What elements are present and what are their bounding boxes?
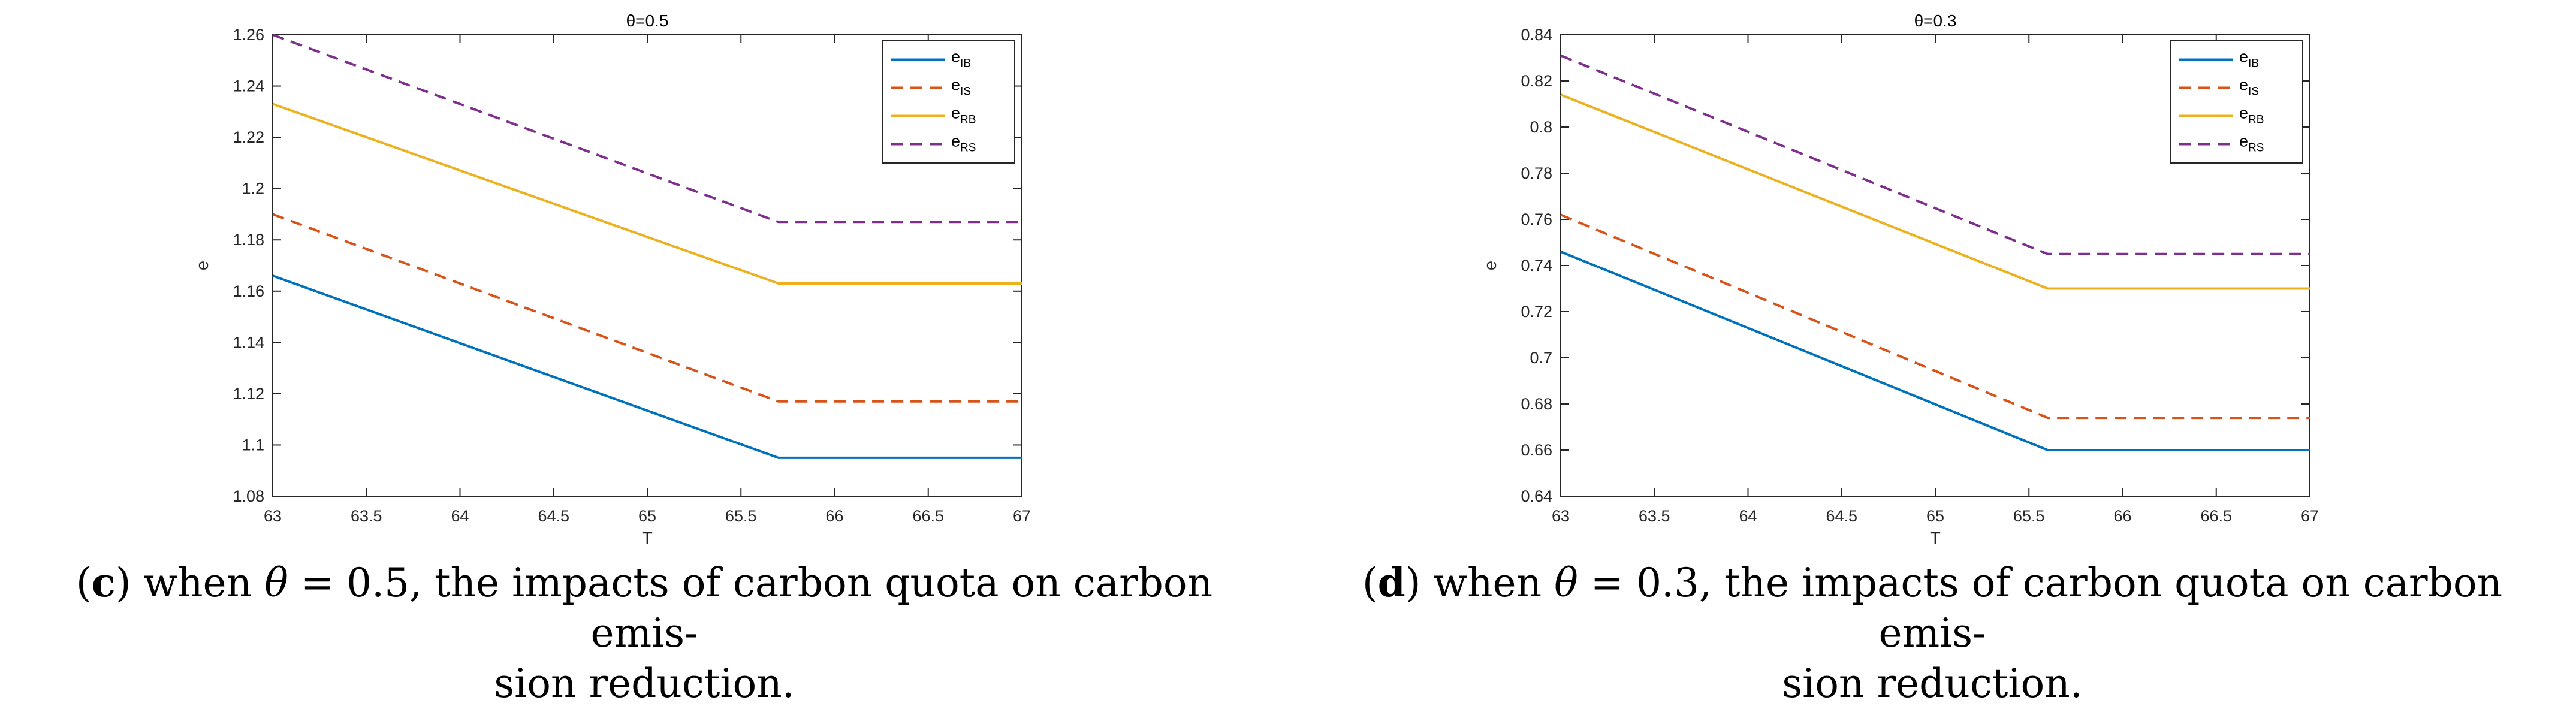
legend-label-main: e — [2239, 48, 2248, 66]
legend-box — [882, 40, 1015, 164]
caption-c: (c) when θ = 0.5, the impacts of carbon … — [76, 559, 1213, 707]
chart-panel-d: 63 63.5 64 64.5 65 65.5 66 66.5 67 0.64 0.66 0.68 0.… — [1288, 0, 2576, 707]
y-tick-label: 0.84 — [1521, 26, 1552, 44]
legend-label-rb: eRB — [951, 104, 976, 126]
x-tick-label: 64.5 — [1826, 507, 1857, 525]
y-tick-label: 0.64 — [1521, 487, 1552, 505]
caption-letter: c — [91, 559, 116, 606]
x-tick-label: 65.5 — [725, 507, 757, 525]
legend-label-main: e — [2239, 76, 2248, 94]
legend-label-subscript: IS — [960, 86, 971, 98]
y-tick-label: 0.7 — [1530, 349, 1552, 367]
x-tick-label: 65.5 — [2013, 507, 2045, 525]
x-tick-label: 63.5 — [351, 507, 382, 525]
legend-label-main: e — [951, 76, 960, 94]
y-tick-label: 1.1 — [242, 436, 264, 454]
chart-title: θ=0.5 — [626, 11, 669, 30]
y-tick-label: 0.72 — [1521, 303, 1552, 321]
y-tick-label: 1.16 — [233, 282, 264, 300]
chart-d: 63 63.5 64 64.5 65 65.5 66 66.5 67 0.64 0.66 0.68 0.… — [1481, 11, 2319, 548]
legend-label-rs: eRS — [2239, 132, 2264, 155]
legend-box — [2170, 40, 2303, 164]
y-tick-label: 1.12 — [233, 385, 264, 403]
legend-label-subscript: RB — [960, 114, 976, 126]
legend-label-subscript: RB — [2248, 114, 2264, 126]
y-tick-label: 1.18 — [233, 231, 264, 249]
legend-label-rb: eRB — [2239, 104, 2264, 126]
legend-label-subscript: RS — [2248, 142, 2264, 155]
x-tick-label: 63.5 — [1639, 507, 1670, 525]
legend-label-main: e — [951, 132, 960, 150]
caption-text-line2: sion reduction. — [1782, 660, 2083, 707]
legend-label-is: eIS — [2239, 76, 2259, 98]
y-axis-label: e — [1481, 261, 1500, 270]
caption-text: = 0.3, the impacts of carbon quota on ca… — [1577, 560, 2503, 656]
caption-d: (d) when θ = 0.3, the impacts of carbon … — [1362, 559, 2503, 707]
y-tick-label: 1.22 — [233, 128, 264, 146]
chart-c: 63 63.5 64 64.5 65 65.5 66 66.5 67 1.08 1.1 1.12 1.1… — [193, 11, 1031, 548]
caption-text: when — [131, 560, 265, 606]
y-tick-label: 1.2 — [242, 180, 264, 198]
x-tick-label: 67 — [2301, 507, 2319, 525]
theta-symbol: θ — [264, 560, 288, 606]
y-tick-label: 1.24 — [233, 77, 264, 95]
x-tick-label: 66.5 — [2200, 507, 2232, 525]
x-tick-label: 63 — [1552, 507, 1570, 525]
legend-label-ib: eIB — [2239, 48, 2259, 70]
caption-text: when — [1420, 560, 1555, 606]
x-tick-label: 65 — [1926, 507, 1944, 525]
y-tick-label: 1.14 — [233, 333, 264, 351]
x-tick-label: 64.5 — [538, 507, 569, 525]
caption-letter: d — [1377, 559, 1405, 606]
y-tick-label: 0.74 — [1521, 257, 1552, 274]
legend-label-main: e — [951, 104, 960, 122]
x-tick-label: 66 — [2113, 507, 2131, 525]
series-line-rb — [272, 102, 1022, 285]
legend-label-subscript: RS — [960, 142, 976, 155]
legend-label-subscript: IS — [2248, 86, 2259, 98]
caption-text: = 0.5, the impacts of carbon quota on ca… — [288, 560, 1213, 656]
y-tick-label: 0.82 — [1521, 72, 1552, 90]
x-tick-label: 65 — [638, 507, 656, 525]
series-line-rs — [272, 34, 1022, 224]
y-tick-label: 0.68 — [1521, 395, 1552, 413]
x-tick-label: 66 — [825, 507, 843, 525]
x-axis-label: T — [1930, 529, 1941, 548]
series-line-ib — [272, 274, 1022, 459]
series-line-is — [1560, 213, 2310, 420]
x-axis-label: T — [642, 529, 653, 548]
chart-panel-c: 63 63.5 64 64.5 65 65.5 66 66.5 67 1.08 1.1 1.12 1.1… — [0, 0, 1288, 707]
caption-text-line2: sion reduction. — [494, 660, 795, 707]
x-tick-label: 63 — [264, 507, 282, 525]
series-line-is — [272, 213, 1022, 403]
legend-label-rs: eRS — [951, 132, 976, 155]
y-tick-label: 0.8 — [1530, 118, 1552, 136]
chart-title: θ=0.3 — [1914, 11, 1957, 30]
legend-label-subscript: IB — [2248, 58, 2259, 70]
legend-label-main: e — [2239, 104, 2248, 122]
series-line-rs — [1560, 54, 2310, 255]
legend-label-is: eIS — [951, 76, 971, 98]
theta-symbol: θ — [1554, 560, 1578, 606]
y-tick-label: 0.76 — [1521, 210, 1552, 228]
y-tick-label: 1.26 — [233, 26, 264, 44]
series-line-ib — [1560, 251, 2310, 451]
x-tick-label: 64 — [451, 507, 469, 525]
y-axis-label: e — [193, 261, 212, 270]
legend-label-main: e — [951, 48, 960, 66]
y-tick-label: 0.78 — [1521, 164, 1552, 182]
y-tick-label: 1.08 — [233, 487, 264, 505]
x-tick-label: 64 — [1739, 507, 1757, 525]
x-tick-label: 67 — [1013, 507, 1031, 525]
series-line-rb — [1560, 93, 2310, 290]
y-tick-label: 0.66 — [1521, 441, 1552, 459]
legend-label-main: e — [2239, 132, 2248, 150]
legend-label-ib: eIB — [951, 48, 971, 70]
x-tick-label: 66.5 — [912, 507, 944, 525]
legend-label-subscript: IB — [960, 58, 971, 70]
